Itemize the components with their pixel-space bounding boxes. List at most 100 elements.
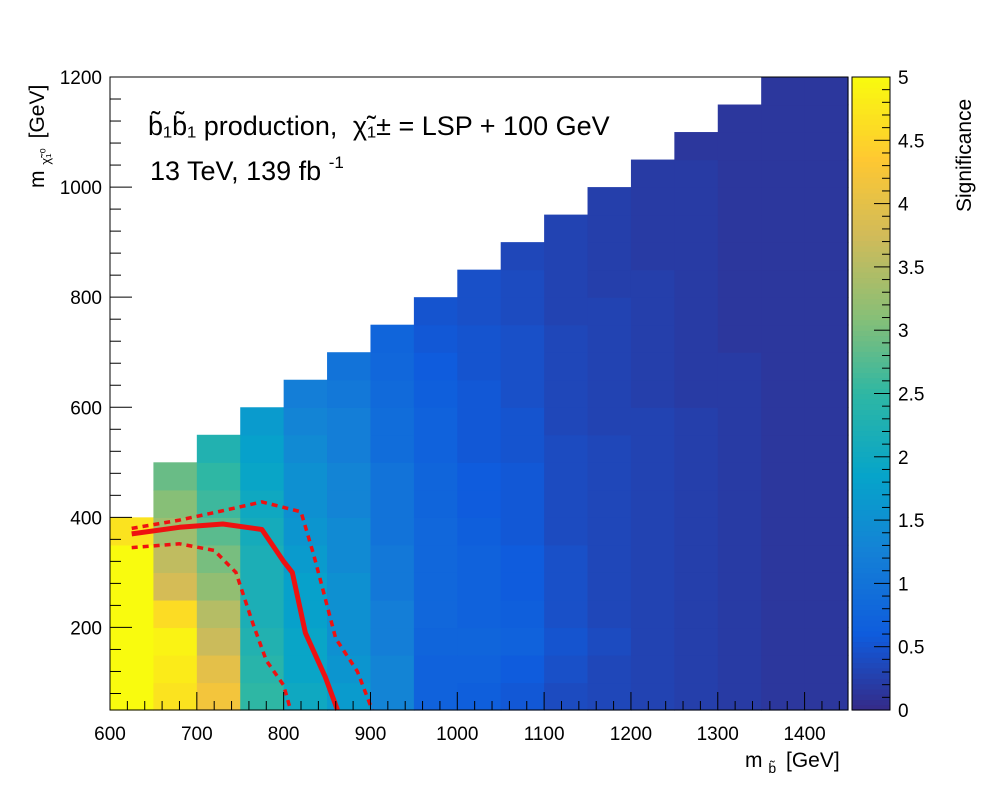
heatmap-cell (544, 627, 589, 656)
heatmap-cell (413, 324, 458, 353)
colorbar-segment (852, 266, 890, 273)
colorbar-segment (852, 108, 890, 115)
heatmap-cell (544, 324, 589, 353)
colorbar-segment (852, 541, 890, 548)
heatmap-cell (587, 434, 632, 463)
heatmap-cell (196, 434, 241, 463)
heatmap-cell (544, 407, 589, 436)
heatmap-cell (761, 407, 806, 436)
heatmap-cell (630, 407, 675, 436)
colorbar-segment (852, 113, 890, 120)
heatmap-cell (717, 214, 762, 243)
heatmap-cell (630, 654, 675, 684)
heatmap-cell (630, 214, 675, 243)
heatmap-cell (500, 572, 545, 601)
heatmap-cell (240, 654, 285, 684)
heatmap-cell (717, 517, 762, 546)
heatmap-cell (544, 572, 589, 601)
heatmap-cell (370, 489, 415, 518)
heatmap-cell (327, 489, 372, 518)
heatmap-cell (630, 159, 675, 188)
colorbar-segment (852, 166, 890, 173)
heatmap-cell (110, 682, 155, 711)
heatmap-cell (587, 572, 632, 601)
heatmap-cell (370, 379, 415, 408)
heatmap-cell (500, 489, 545, 518)
heatmap-cell (630, 462, 675, 491)
colorbar-segment (852, 377, 890, 384)
heatmap-cell (544, 517, 589, 546)
heatmap-cell (761, 544, 806, 573)
heatmap-cell (544, 214, 589, 243)
colorbar-segment (852, 129, 890, 136)
colorbar-segment (852, 156, 890, 162)
heatmap-cell (804, 297, 849, 326)
colorbar-segment (852, 92, 890, 99)
heatmap-cell (761, 187, 806, 216)
y-tick-label: 400 (70, 508, 102, 529)
heatmap-cell (413, 599, 458, 629)
heatmap-cell (587, 269, 632, 298)
heatmap-cell (196, 462, 241, 491)
heatmap-cell (283, 379, 328, 408)
colorbar-segment (852, 277, 890, 284)
heatmap-cell (717, 132, 762, 161)
heatmap-cell (717, 352, 762, 381)
heatmap-cell (630, 572, 675, 601)
colorbar-segment (852, 446, 890, 453)
heatmap-cell (413, 379, 458, 408)
heatmap-cell (717, 242, 762, 271)
heatmap-cell (587, 654, 632, 684)
heatmap-cell (457, 599, 502, 629)
colorbar-segment (852, 430, 890, 437)
heatmap-cell (196, 572, 241, 601)
heatmap-cell (804, 379, 849, 408)
heatmap-cell (283, 489, 328, 518)
y-tick-label: 1000 (60, 178, 102, 199)
heatmap-cell (674, 187, 719, 216)
contour-lower (131, 542, 293, 711)
heatmap-cell (327, 352, 372, 381)
heatmap-cell (804, 242, 849, 271)
colorbar-segment (852, 651, 890, 658)
heatmap-cell (674, 352, 719, 381)
colorbar-tick-label: 3.5 (898, 258, 924, 279)
heatmap-cell (500, 517, 545, 546)
colorbar-segment (852, 367, 890, 373)
heatmap-cell (761, 462, 806, 491)
heatmap-cell (674, 269, 719, 298)
heatmap-cell (544, 352, 589, 381)
heatmap-cell (804, 104, 849, 133)
colorbar-segment (852, 229, 890, 236)
colorbar-tick-label: 2.5 (898, 385, 924, 406)
heatmap-cell (413, 544, 458, 573)
heatmap-cells (110, 77, 849, 711)
chart-title-line1: b̃₁b̃₁ production, χ̃₁± = LSP + 100 GeV (148, 111, 610, 141)
heatmap-cell (674, 434, 719, 463)
colorbar-segment (852, 588, 890, 595)
heatmap-cell (630, 269, 675, 298)
heatmap-cell (804, 269, 849, 298)
heatmap-cell (457, 434, 502, 463)
colorbar-segment (852, 177, 890, 184)
heatmap-cell (500, 544, 545, 573)
heatmap-cell (761, 132, 806, 161)
heatmap-cell (110, 544, 155, 573)
heatmap-cell (500, 599, 545, 629)
heatmap-cell (500, 407, 545, 436)
heatmap-cell (110, 572, 155, 601)
colorbar-segment (852, 198, 890, 205)
heatmap-cell (240, 627, 285, 656)
colorbar-segment (852, 514, 890, 521)
heatmap-cell (500, 682, 545, 711)
heatmap-cell (587, 407, 632, 436)
colorbar-segment (852, 504, 890, 511)
heatmap-cell (544, 489, 589, 518)
heatmap-cell (761, 682, 806, 711)
heatmap-cell (804, 572, 849, 601)
colorbar-segment (852, 330, 890, 337)
heatmap-cell (196, 544, 241, 573)
heatmap-cell (327, 462, 372, 491)
heatmap-cell (804, 434, 849, 463)
colorbar-tick-label: 3 (898, 321, 909, 342)
